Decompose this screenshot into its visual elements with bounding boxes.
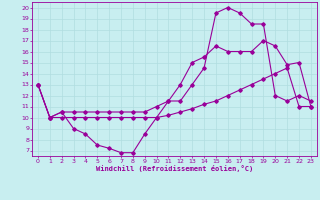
- X-axis label: Windchill (Refroidissement éolien,°C): Windchill (Refroidissement éolien,°C): [96, 165, 253, 172]
